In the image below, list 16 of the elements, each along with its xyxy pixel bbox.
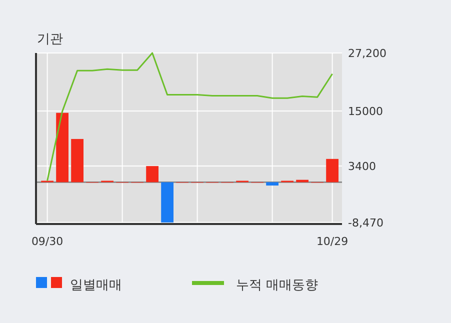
x-tick-label: 10/29: [316, 235, 348, 248]
chart-title: 기관: [37, 32, 63, 47]
bar: [161, 182, 174, 222]
bar: [56, 112, 68, 182]
y-tick-label: -8,470: [348, 216, 384, 230]
bar: [146, 166, 158, 182]
bar: [326, 158, 338, 182]
y-tick-label: 27,200: [348, 47, 386, 60]
line-series: [46, 52, 334, 182]
x-tick-label: 09/30: [31, 235, 64, 248]
bar: [71, 138, 84, 182]
y-tick-label: 3400: [348, 160, 376, 174]
legend-label: 누적 매매동향: [236, 278, 318, 293]
y-tick-label: 15000: [348, 104, 383, 118]
bar: [266, 182, 278, 186]
legend-label: 일별매매: [70, 278, 122, 293]
